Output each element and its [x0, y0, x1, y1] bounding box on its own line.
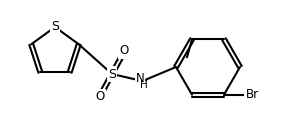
Text: S: S — [108, 68, 116, 81]
Text: H: H — [140, 80, 148, 90]
Text: O: O — [119, 44, 129, 57]
Text: O: O — [95, 90, 105, 103]
Text: S: S — [51, 21, 59, 34]
Text: N: N — [136, 72, 144, 85]
Text: Br: Br — [245, 88, 259, 101]
